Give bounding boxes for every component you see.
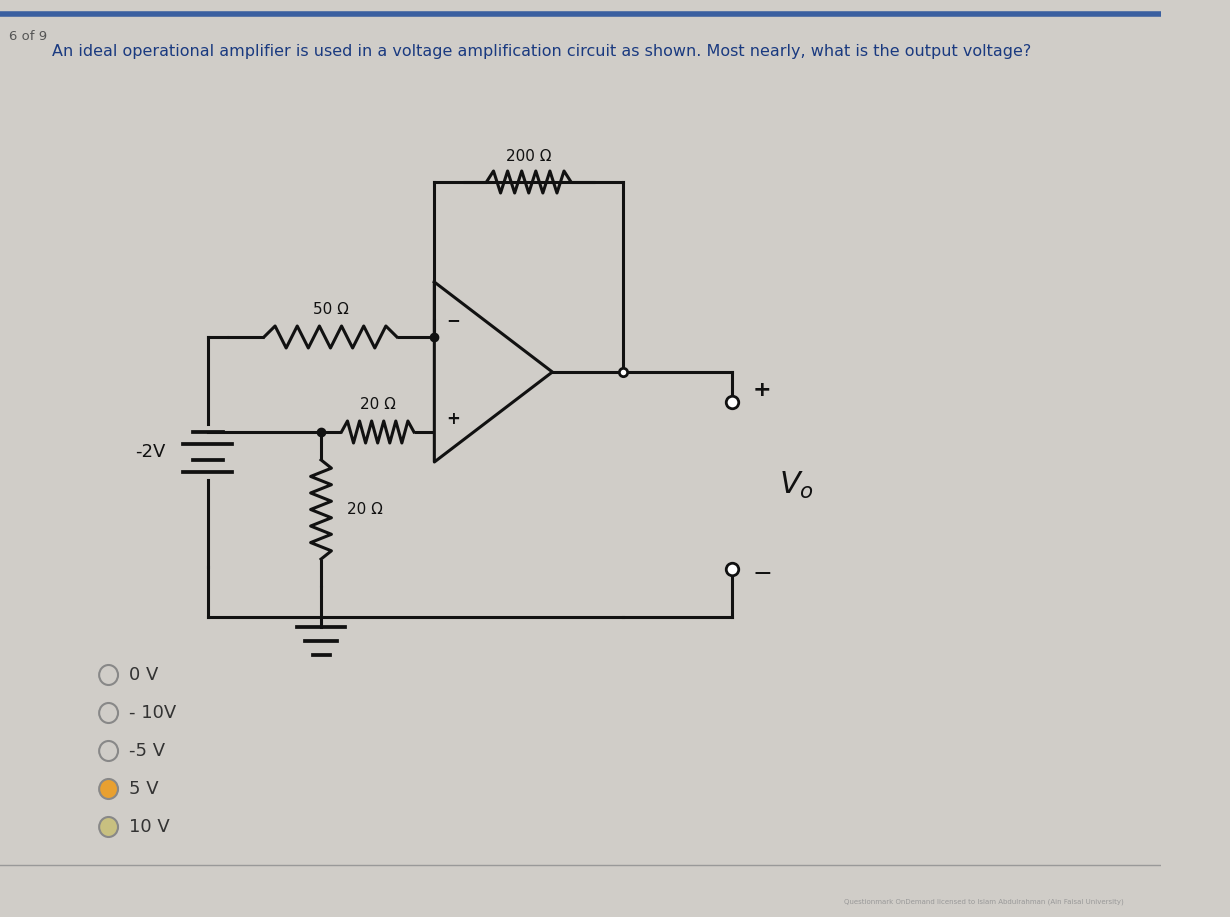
Text: −: − (753, 562, 772, 586)
Text: 6 of 9: 6 of 9 (10, 30, 48, 43)
Text: -5 V: -5 V (129, 742, 166, 760)
Text: +: + (753, 380, 771, 400)
Text: Questionmark OnDemand licensed to Islam Abdulrahman (Ain Faisal University): Questionmark OnDemand licensed to Islam … (844, 899, 1124, 905)
Text: An ideal operational amplifier is used in a voltage amplification circuit as sho: An ideal operational amplifier is used i… (52, 44, 1031, 59)
Text: +: + (446, 410, 460, 428)
Circle shape (100, 741, 118, 761)
Text: $V_o$: $V_o$ (779, 470, 814, 501)
Text: 5 V: 5 V (129, 780, 159, 798)
Circle shape (100, 703, 118, 723)
Text: 20 Ω: 20 Ω (347, 502, 384, 517)
Text: 20 Ω: 20 Ω (359, 397, 396, 412)
Text: 0 V: 0 V (129, 666, 159, 684)
Circle shape (100, 779, 118, 799)
Text: −: − (446, 311, 460, 329)
Text: 200 Ω: 200 Ω (506, 149, 551, 164)
Text: -2V: -2V (135, 443, 165, 461)
Circle shape (100, 665, 118, 685)
Text: - 10V: - 10V (129, 704, 177, 722)
Circle shape (100, 817, 118, 837)
Text: 10 V: 10 V (129, 818, 170, 836)
Text: 50 Ω: 50 Ω (312, 302, 348, 317)
